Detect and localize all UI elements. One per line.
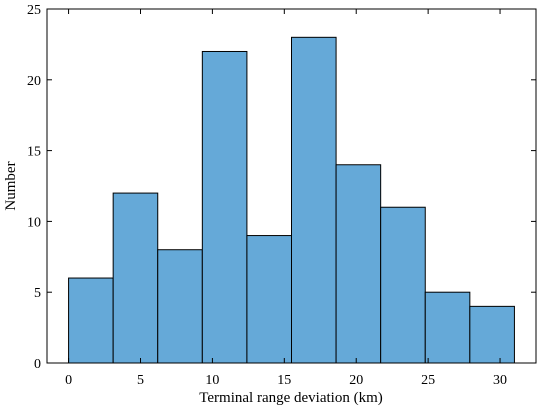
histogram-bar xyxy=(157,249,203,364)
histogram-bar xyxy=(380,206,426,364)
histogram-bar xyxy=(112,192,159,364)
x-tick-label: 10 xyxy=(205,373,219,388)
histogram-bar xyxy=(246,235,292,364)
x-axis-ticks: 0 5 10 15 20 25 30 xyxy=(65,9,507,388)
y-tick-label: 0 xyxy=(34,357,41,372)
y-tick-label: 20 xyxy=(27,74,41,89)
x-tick-label: 0 xyxy=(65,373,72,388)
y-axis-ticks: 0 5 10 15 20 25 xyxy=(27,3,536,372)
x-axis-label: Terminal range deviation (km) xyxy=(199,390,382,406)
y-tick-label: 25 xyxy=(27,3,41,18)
y-tick-label: 10 xyxy=(27,215,41,230)
histogram-bar xyxy=(68,277,114,364)
histogram-bar xyxy=(291,36,337,364)
x-tick-label: 30 xyxy=(493,373,507,388)
x-tick-label: 15 xyxy=(277,373,291,388)
y-tick-label: 15 xyxy=(27,145,41,160)
y-axis-label: Number xyxy=(3,161,19,210)
bars-group xyxy=(68,36,515,364)
histogram-bar xyxy=(201,50,248,364)
plot-frame xyxy=(46,8,537,364)
histogram-bar xyxy=(469,305,515,364)
y-tick-label: 5 xyxy=(34,286,41,301)
x-tick-label: 20 xyxy=(349,373,363,388)
histogram-bar xyxy=(335,164,382,364)
x-tick-label: 25 xyxy=(421,373,435,388)
x-tick-label: 5 xyxy=(137,373,144,388)
histogram-bar xyxy=(424,291,471,364)
